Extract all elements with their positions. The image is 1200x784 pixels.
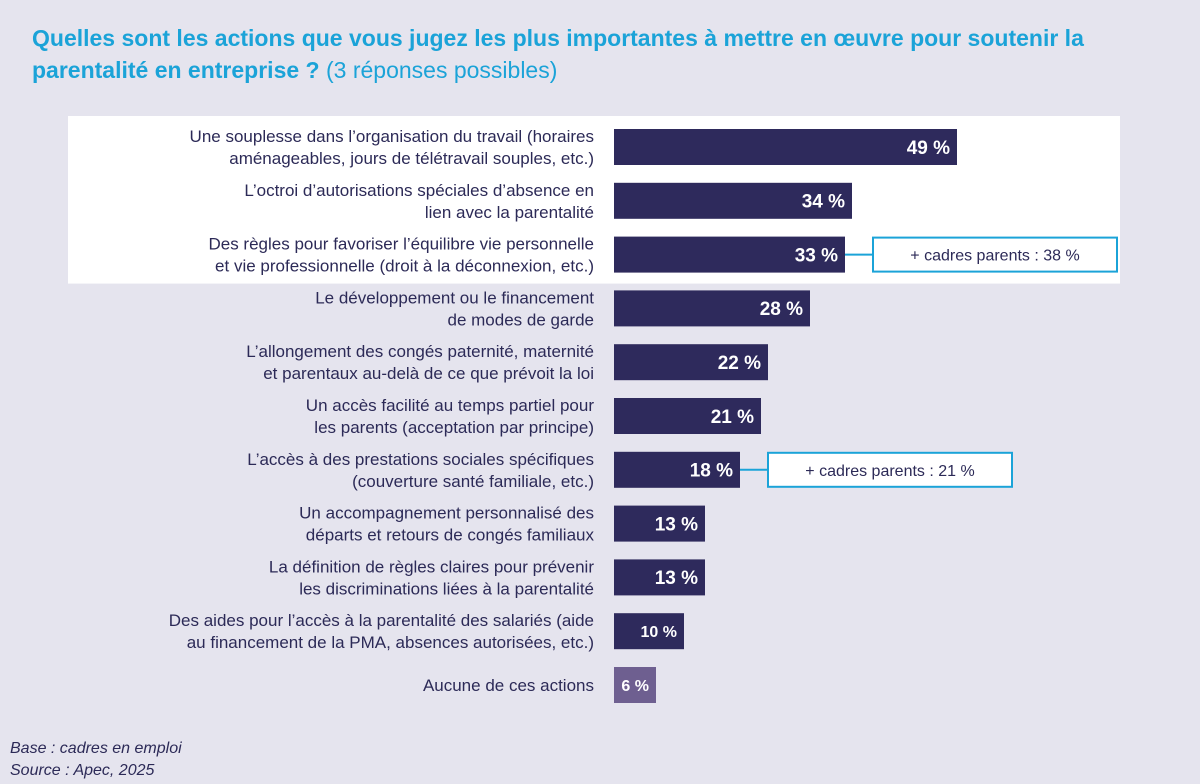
bar-value-label-3: 33 %	[795, 245, 838, 266]
category-label-7-line-2: (couverture santé familiale, etc.)	[352, 472, 594, 491]
bar-value-label-11: 6 %	[621, 678, 649, 695]
category-label-6-line-2: les parents (acceptation par principe)	[314, 418, 594, 437]
chart-title-main: Quelles sont les actions que vous jugez …	[32, 25, 1084, 83]
bar-3	[614, 236, 845, 273]
category-label-2-line-1: L’octroi d’autorisations spéciales d’abs…	[244, 181, 594, 200]
category-label-8-line-1: Un accompagnement personnalisé des	[299, 504, 594, 523]
footnote-source: Source : Apec, 2025	[10, 762, 155, 779]
bar-value-label-8: 13 %	[655, 514, 698, 535]
bar-1	[614, 129, 957, 165]
category-label-3-line-2: et vie professionnelle (droit à la décon…	[215, 257, 594, 276]
callout-box-2	[767, 451, 1013, 488]
category-label-5-line-1: L’allongement des congés paternité, mate…	[246, 342, 594, 361]
bar-value-label-1: 49 %	[907, 138, 950, 159]
category-label-10-line-1: Des aides pour l’accès à la parentalité …	[169, 611, 594, 630]
bar-value-label-5: 22 %	[718, 353, 761, 374]
category-label-2-line-2: lien avec la parentalité	[425, 203, 594, 222]
bar-8	[614, 505, 705, 542]
category-label-5-line-2: et parentaux au-delà de ce que prévoit l…	[263, 364, 594, 383]
category-label-6-line-1: Un accès facilité au temps partiel pour	[306, 396, 595, 415]
footnote-base: Base : cadres en emploi	[10, 740, 182, 757]
callout-text-1: + cadres parents : 38 %	[910, 248, 1079, 265]
category-label-11-line-1: Aucune de ces actions	[423, 676, 594, 695]
bar-value-label-7: 18 %	[690, 461, 733, 482]
category-label-10-line-2: au financement de la PMA, absences autor…	[187, 633, 594, 652]
category-label-9-line-1: La définition de règles claires pour pré…	[269, 557, 594, 576]
callout-box-1	[872, 236, 1118, 273]
bar-value-label-4: 28 %	[760, 299, 803, 320]
bar-value-label-9: 13 %	[655, 568, 698, 589]
bar-11	[614, 667, 656, 703]
category-label-9-line-2: les discriminations liées à la parentali…	[299, 579, 594, 598]
bar-9	[614, 559, 705, 596]
category-label-7-line-1: L’accès à des prestations sociales spéci…	[247, 450, 594, 469]
category-label-8-line-2: départs et retours de congés familiaux	[306, 526, 595, 545]
bar-10	[614, 613, 684, 650]
bar-7	[614, 451, 740, 488]
bar-value-label-2: 34 %	[802, 192, 845, 213]
category-label-4-line-2: de modes de garde	[448, 310, 595, 329]
category-label-4-line-1: Le développement ou le financement	[315, 288, 594, 307]
category-label-3-line-1: Des règles pour favoriser l’équilibre vi…	[208, 235, 594, 254]
chart-title-sub: (3 réponses possibles)	[325, 57, 558, 83]
bar-value-label-6: 21 %	[711, 407, 754, 428]
bar-5	[614, 344, 768, 381]
bar-6	[614, 398, 761, 434]
category-label-1-line-1: Une souplesse dans l’organisation du tra…	[190, 127, 594, 146]
bar-2	[614, 182, 852, 219]
category-label-1-line-2: aménageables, jours de télétravail soupl…	[229, 149, 594, 168]
chart-title: Quelles sont les actions que vous jugez …	[32, 22, 1172, 86]
bar-4	[614, 290, 810, 327]
callout-text-2: + cadres parents : 21 %	[805, 463, 974, 480]
bar-value-label-10: 10 %	[641, 624, 677, 641]
footnote: Base : cadres en emploi Source : Apec, 2…	[10, 738, 182, 782]
